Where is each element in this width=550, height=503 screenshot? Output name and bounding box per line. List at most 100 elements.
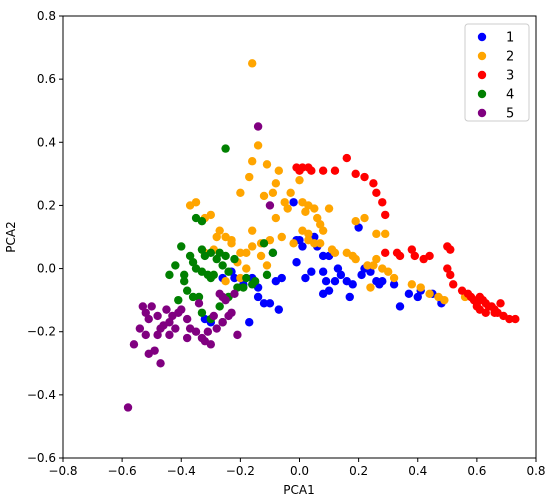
legend-box xyxy=(464,23,530,122)
scatter-point-series-2 xyxy=(212,232,221,242)
scatter-point-series-4 xyxy=(188,258,198,267)
legend-label-1: 1 xyxy=(506,31,514,46)
scatter-point-series-1 xyxy=(298,242,307,251)
y-tick-label: −0.2 xyxy=(27,325,56,339)
scatter-point-series-3 xyxy=(395,251,405,261)
scatter-point-series-4 xyxy=(212,254,221,264)
scatter-point-series-4 xyxy=(171,261,180,270)
scatter-point-series-2 xyxy=(268,188,278,197)
scatter-point-series-5 xyxy=(144,314,153,324)
scatter-point-series-1 xyxy=(307,267,316,276)
scatter-point-series-3 xyxy=(443,264,452,273)
scatter-point-series-2 xyxy=(236,248,245,257)
scatter-point-series-2 xyxy=(221,277,230,286)
scatter-point-series-2 xyxy=(425,289,434,299)
scatter-point-series-2 xyxy=(301,207,310,216)
scatter-point-series-2 xyxy=(262,160,272,169)
scatter-point-series-2 xyxy=(280,198,289,207)
scatter-point-series-1 xyxy=(274,305,284,314)
scatter-point-series-4 xyxy=(268,248,278,257)
scatter-point-series-4 xyxy=(182,286,192,295)
scatter-point-series-3 xyxy=(372,188,381,197)
scatter-point-series-5 xyxy=(230,289,239,299)
scatter-point-series-2 xyxy=(407,280,417,289)
scatter-point-series-4 xyxy=(242,273,251,283)
scatter-point-series-5 xyxy=(227,308,236,317)
scatter-point-series-4 xyxy=(221,144,230,153)
scatter-point-series-1 xyxy=(259,299,269,308)
scatter-point-series-5 xyxy=(123,403,133,412)
scatter-point-series-2 xyxy=(383,267,393,276)
scatter-point-series-5 xyxy=(182,333,192,343)
scatter-point-series-1 xyxy=(318,251,328,261)
scatter-point-series-2 xyxy=(259,191,269,201)
scatter-point-series-5 xyxy=(153,311,162,321)
scatter-point-series-2 xyxy=(256,251,266,261)
scatter-point-series-2 xyxy=(271,213,281,223)
scatter-point-series-4 xyxy=(262,270,272,280)
scatter-point-series-4 xyxy=(180,277,189,286)
scatter-point-series-2 xyxy=(440,295,449,305)
scatter-point-series-5 xyxy=(138,302,148,311)
scatter-point-series-4 xyxy=(206,248,216,257)
scatter-point-series-3 xyxy=(490,305,499,314)
scatter-point-series-4 xyxy=(218,261,227,270)
scatter-point-series-4 xyxy=(259,239,269,248)
scatter-point-series-1 xyxy=(357,270,366,280)
scatter-point-series-1 xyxy=(245,318,254,327)
scatter-point-series-2 xyxy=(324,204,334,213)
scatter-point-series-5 xyxy=(194,299,204,308)
scatter-point-series-2 xyxy=(248,59,257,68)
scatter-point-series-2 xyxy=(283,204,292,213)
scatter-point-series-1 xyxy=(378,277,387,286)
x-tick-label: −0.6 xyxy=(108,464,137,478)
scatter-point-series-4 xyxy=(233,283,242,292)
scatter-point-series-4 xyxy=(224,267,233,276)
scatter-point-series-3 xyxy=(446,245,455,254)
scatter-point-series-4 xyxy=(250,277,260,286)
scatter-point-series-3 xyxy=(351,169,360,179)
scatter-point-series-5 xyxy=(182,314,192,324)
scatter-point-series-1 xyxy=(301,273,310,283)
scatter-point-series-2 xyxy=(274,166,284,175)
scatter-point-series-2 xyxy=(330,248,340,257)
scatter-point-series-2 xyxy=(310,239,319,248)
scatter-point-series-4 xyxy=(197,217,207,226)
scatter-point-series-3 xyxy=(446,270,455,280)
scatter-point-series-1 xyxy=(321,277,331,286)
scatter-point-series-2 xyxy=(253,141,263,150)
scatter-point-series-3 xyxy=(360,172,369,182)
scatter-point-series-5 xyxy=(147,302,156,311)
scatter-point-series-3 xyxy=(472,302,482,311)
legend: 1 2 3 4 5 xyxy=(464,23,530,122)
scatter-point-series-2 xyxy=(416,283,425,292)
scatter-point-series-1 xyxy=(366,267,375,276)
scatter-point-series-2 xyxy=(277,232,286,242)
y-axis-label: PCA2 xyxy=(4,221,18,252)
scatter-point-series-3 xyxy=(407,245,417,254)
scatter-point-series-1 xyxy=(330,277,340,286)
legend-marker-1 xyxy=(477,32,487,42)
scatter-point-series-3 xyxy=(410,251,419,261)
scatter-point-series-4 xyxy=(188,292,198,302)
scatter-point-series-4 xyxy=(197,308,207,317)
x-axis-label: PCA1 xyxy=(283,483,314,497)
scatter-point-series-5 xyxy=(141,308,150,317)
scatter-point-series-4 xyxy=(197,245,207,254)
scatter-point-series-2 xyxy=(289,239,298,248)
scatter-point-series-3 xyxy=(505,314,514,324)
scatter-point-series-1 xyxy=(395,302,405,311)
scatter-point-series-1 xyxy=(404,289,414,299)
x-tick-label: −0.2 xyxy=(226,464,255,478)
scatter-point-series-2 xyxy=(310,204,319,213)
points-layer xyxy=(123,59,520,412)
scatter-point-series-5 xyxy=(165,318,174,327)
scatter-point-series-3 xyxy=(511,314,520,324)
scatter-point-series-3 xyxy=(342,153,351,163)
scatter-point-series-1 xyxy=(265,299,275,308)
legend-label-5: 5 xyxy=(506,107,514,122)
scatter-point-series-5 xyxy=(209,311,218,321)
x-tick-label: 0.8 xyxy=(526,464,545,478)
scatter-point-series-3 xyxy=(378,198,387,207)
